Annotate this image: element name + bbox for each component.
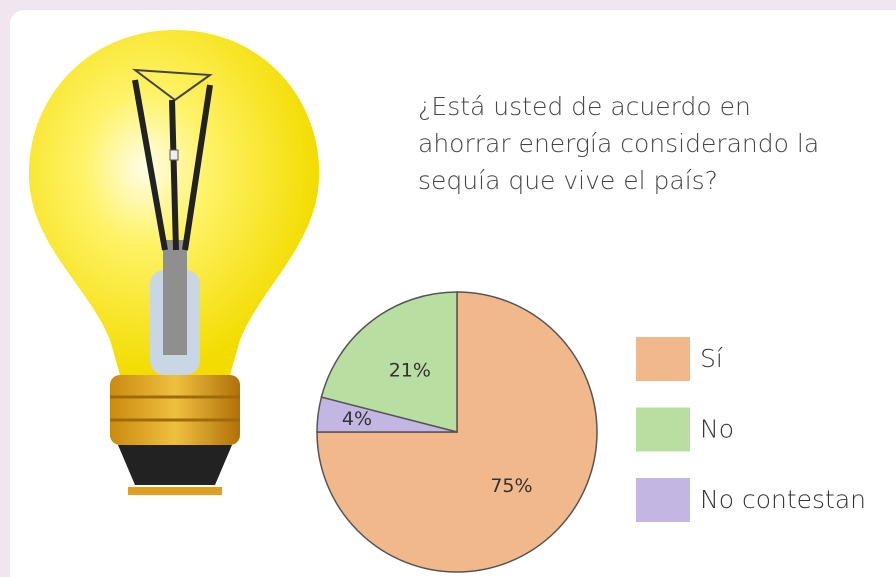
page: 75% 21% 4% Sí No No contestan ¿Está usted de …: [0, 0, 896, 577]
chart-title: ¿Está usted de acuerdo en ahorrar energí…: [418, 88, 843, 199]
value-label: 4%: [342, 408, 372, 430]
lightbulb-illustration: [29, 30, 319, 495]
legend-swatch: [636, 408, 690, 452]
legend-label: No: [700, 415, 734, 444]
value-label: 21%: [389, 360, 431, 382]
legend-label: No contestan: [700, 485, 866, 514]
value-label: 75%: [490, 475, 532, 497]
legend-swatch: [636, 478, 690, 522]
legend-label: Sí: [700, 344, 723, 373]
legend-swatch: [636, 337, 690, 381]
chart: 75% 21% 4% Sí No No contestan: [0, 0, 896, 577]
